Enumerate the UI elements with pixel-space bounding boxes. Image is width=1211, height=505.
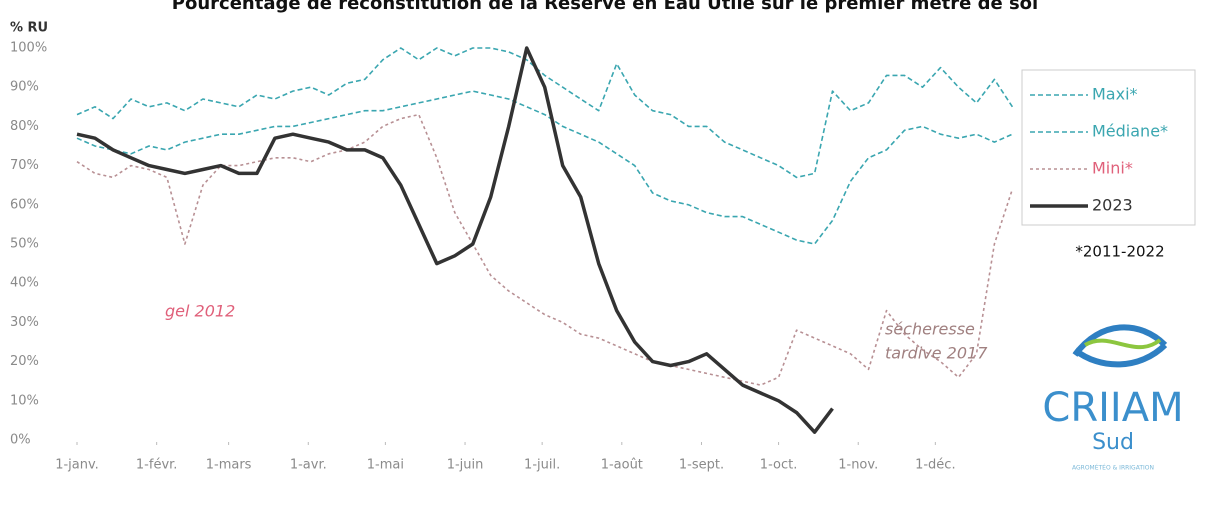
x-tick-label: 1-août	[601, 458, 643, 473]
series-line	[76, 47, 1014, 179]
y-tick-label: 40%	[10, 276, 39, 291]
x-tick-label: 1-sept.	[679, 458, 724, 473]
x-tick-label: 1-déc.	[915, 458, 956, 473]
chart-title: Pourcentage de reconstitution de la Rése…	[172, 0, 1038, 14]
y-tick-label: 10%	[10, 393, 39, 408]
y-tick-label: 50%	[10, 237, 39, 252]
y-tick-label: 30%	[10, 315, 39, 330]
x-tick-label: 1-janv.	[55, 458, 99, 473]
x-tick-label: 1-mars	[206, 458, 252, 473]
y-tick-label: 70%	[10, 158, 39, 173]
note: *2011-2022	[1075, 243, 1164, 261]
logo-waves	[1072, 324, 1168, 368]
y-tick-label: 80%	[10, 119, 39, 134]
y-tick-label: 0%	[10, 433, 31, 448]
y-tick-label: 100%	[10, 41, 47, 56]
legend-box	[1021, 69, 1196, 226]
y-axis-label: % RU	[10, 21, 48, 36]
x-tick-label: 1-nov.	[838, 458, 878, 473]
x-tick-label: 1-févr.	[136, 458, 178, 473]
legend-label: Mini*	[1092, 159, 1133, 178]
x-tick-label: 1-avr.	[290, 458, 327, 473]
logo-sub: Sud	[1092, 430, 1134, 455]
y-tick-label: 20%	[10, 354, 39, 369]
legend-label: 2023	[1092, 196, 1133, 215]
x-tick-label: 1-oct.	[760, 458, 798, 473]
legend-label: Médiane*	[1092, 122, 1168, 141]
series-line	[76, 113, 1014, 386]
annotation: gel 2012	[165, 302, 235, 321]
annotation: sécheresse	[885, 320, 975, 339]
legend-label: Maxi*	[1092, 85, 1138, 104]
logo-tagline: AGROMÉTÉO & IRRIGATION	[1072, 464, 1154, 472]
x-tick-label: 1-juin	[447, 458, 484, 473]
y-tick-label: 90%	[10, 80, 39, 95]
x-tick-label: 1-juil.	[524, 458, 560, 473]
y-tick-label: 60%	[10, 197, 39, 212]
annotation: tardive 2017	[885, 344, 988, 363]
series-line	[76, 46, 834, 434]
series-line	[76, 90, 1013, 245]
logo-name: CRIIAM	[1042, 385, 1183, 431]
x-tick-label: 1-mai	[367, 458, 404, 473]
